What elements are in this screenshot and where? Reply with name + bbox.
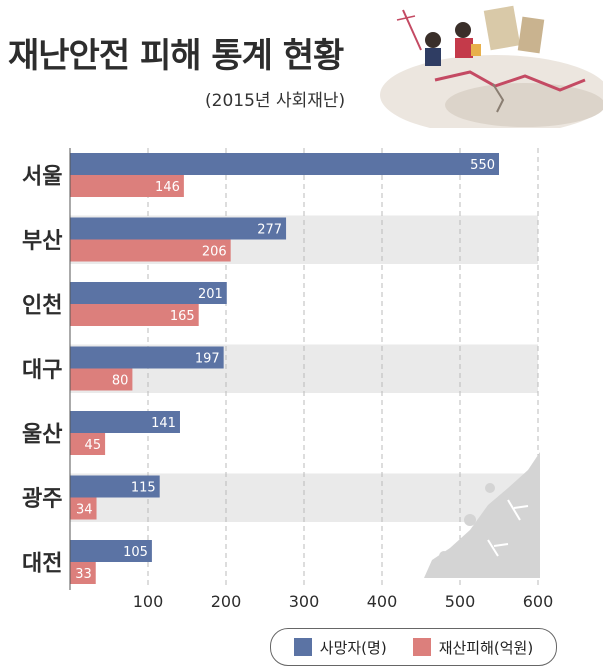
category-label: 대전 [22, 551, 62, 576]
x-tick-label: 400 [367, 592, 398, 611]
bar-value-label: 141 [151, 416, 176, 431]
bar-deaths [70, 411, 180, 433]
bar-damage [70, 497, 97, 520]
x-tick-label: 100 [133, 592, 164, 611]
earthquake-disaster-illustration-icon [375, 0, 603, 135]
chart-title: 재난안전 피해 통계 현황 [8, 36, 344, 76]
legend-label-deaths: 사망자(명) [319, 638, 387, 657]
bar-value-label: 34 [76, 503, 93, 518]
legend-swatch-deaths [293, 638, 312, 656]
category-label: 서울 [22, 164, 62, 189]
category-label: 부산 [22, 229, 62, 254]
bar-deaths [70, 153, 499, 175]
x-tick-label: 300 [289, 592, 320, 611]
bar-value-label: 197 [195, 352, 220, 367]
chart-subtitle: (2015년 사회재난) [205, 91, 346, 111]
category-label: 울산 [22, 422, 62, 447]
legend: 사망자(명) 재산피해(억원) [270, 628, 557, 666]
bar-value-label: 115 [131, 481, 156, 496]
bar-value-label: 33 [75, 567, 92, 582]
bar-damage [70, 175, 184, 197]
bar-deaths [70, 540, 152, 562]
bar-deaths [70, 217, 287, 240]
bar-value-label: 45 [85, 438, 102, 453]
x-tick-label: 200 [211, 592, 242, 611]
bar-damage [70, 368, 133, 391]
bar-value-label: 80 [112, 374, 129, 389]
bar-damage [70, 304, 199, 326]
bar-value-label: 165 [170, 309, 195, 324]
bar-value-label: 206 [202, 245, 227, 260]
bar-value-label: 105 [123, 545, 148, 560]
background-map-decoration [424, 452, 540, 578]
x-tick-label: 500 [445, 592, 476, 611]
category-label: 인천 [22, 293, 62, 318]
x-tick-labels: 100 200 300 400 500 600 [133, 592, 554, 611]
bar-damage [70, 562, 96, 584]
category-label: 광주 [22, 487, 62, 512]
legend-swatch-damage [412, 638, 431, 656]
bar-deaths [70, 346, 224, 369]
bar-deaths [70, 475, 160, 498]
legend-item-damage: 재산피해(억원) [412, 637, 534, 658]
bar-value-label: 146 [155, 180, 180, 195]
bar-damage [70, 433, 106, 455]
category-label: 대구 [22, 358, 62, 383]
bar-value-label: 277 [257, 223, 282, 238]
bar-value-label: 201 [198, 287, 223, 302]
bar-value-label: 550 [470, 158, 495, 173]
bar-deaths [70, 282, 227, 304]
legend-item-deaths: 사망자(명) [293, 637, 387, 658]
x-tick-label: 600 [523, 592, 554, 611]
legend-label-damage: 재산피해(억원) [438, 638, 534, 657]
bar-damage [70, 239, 231, 262]
